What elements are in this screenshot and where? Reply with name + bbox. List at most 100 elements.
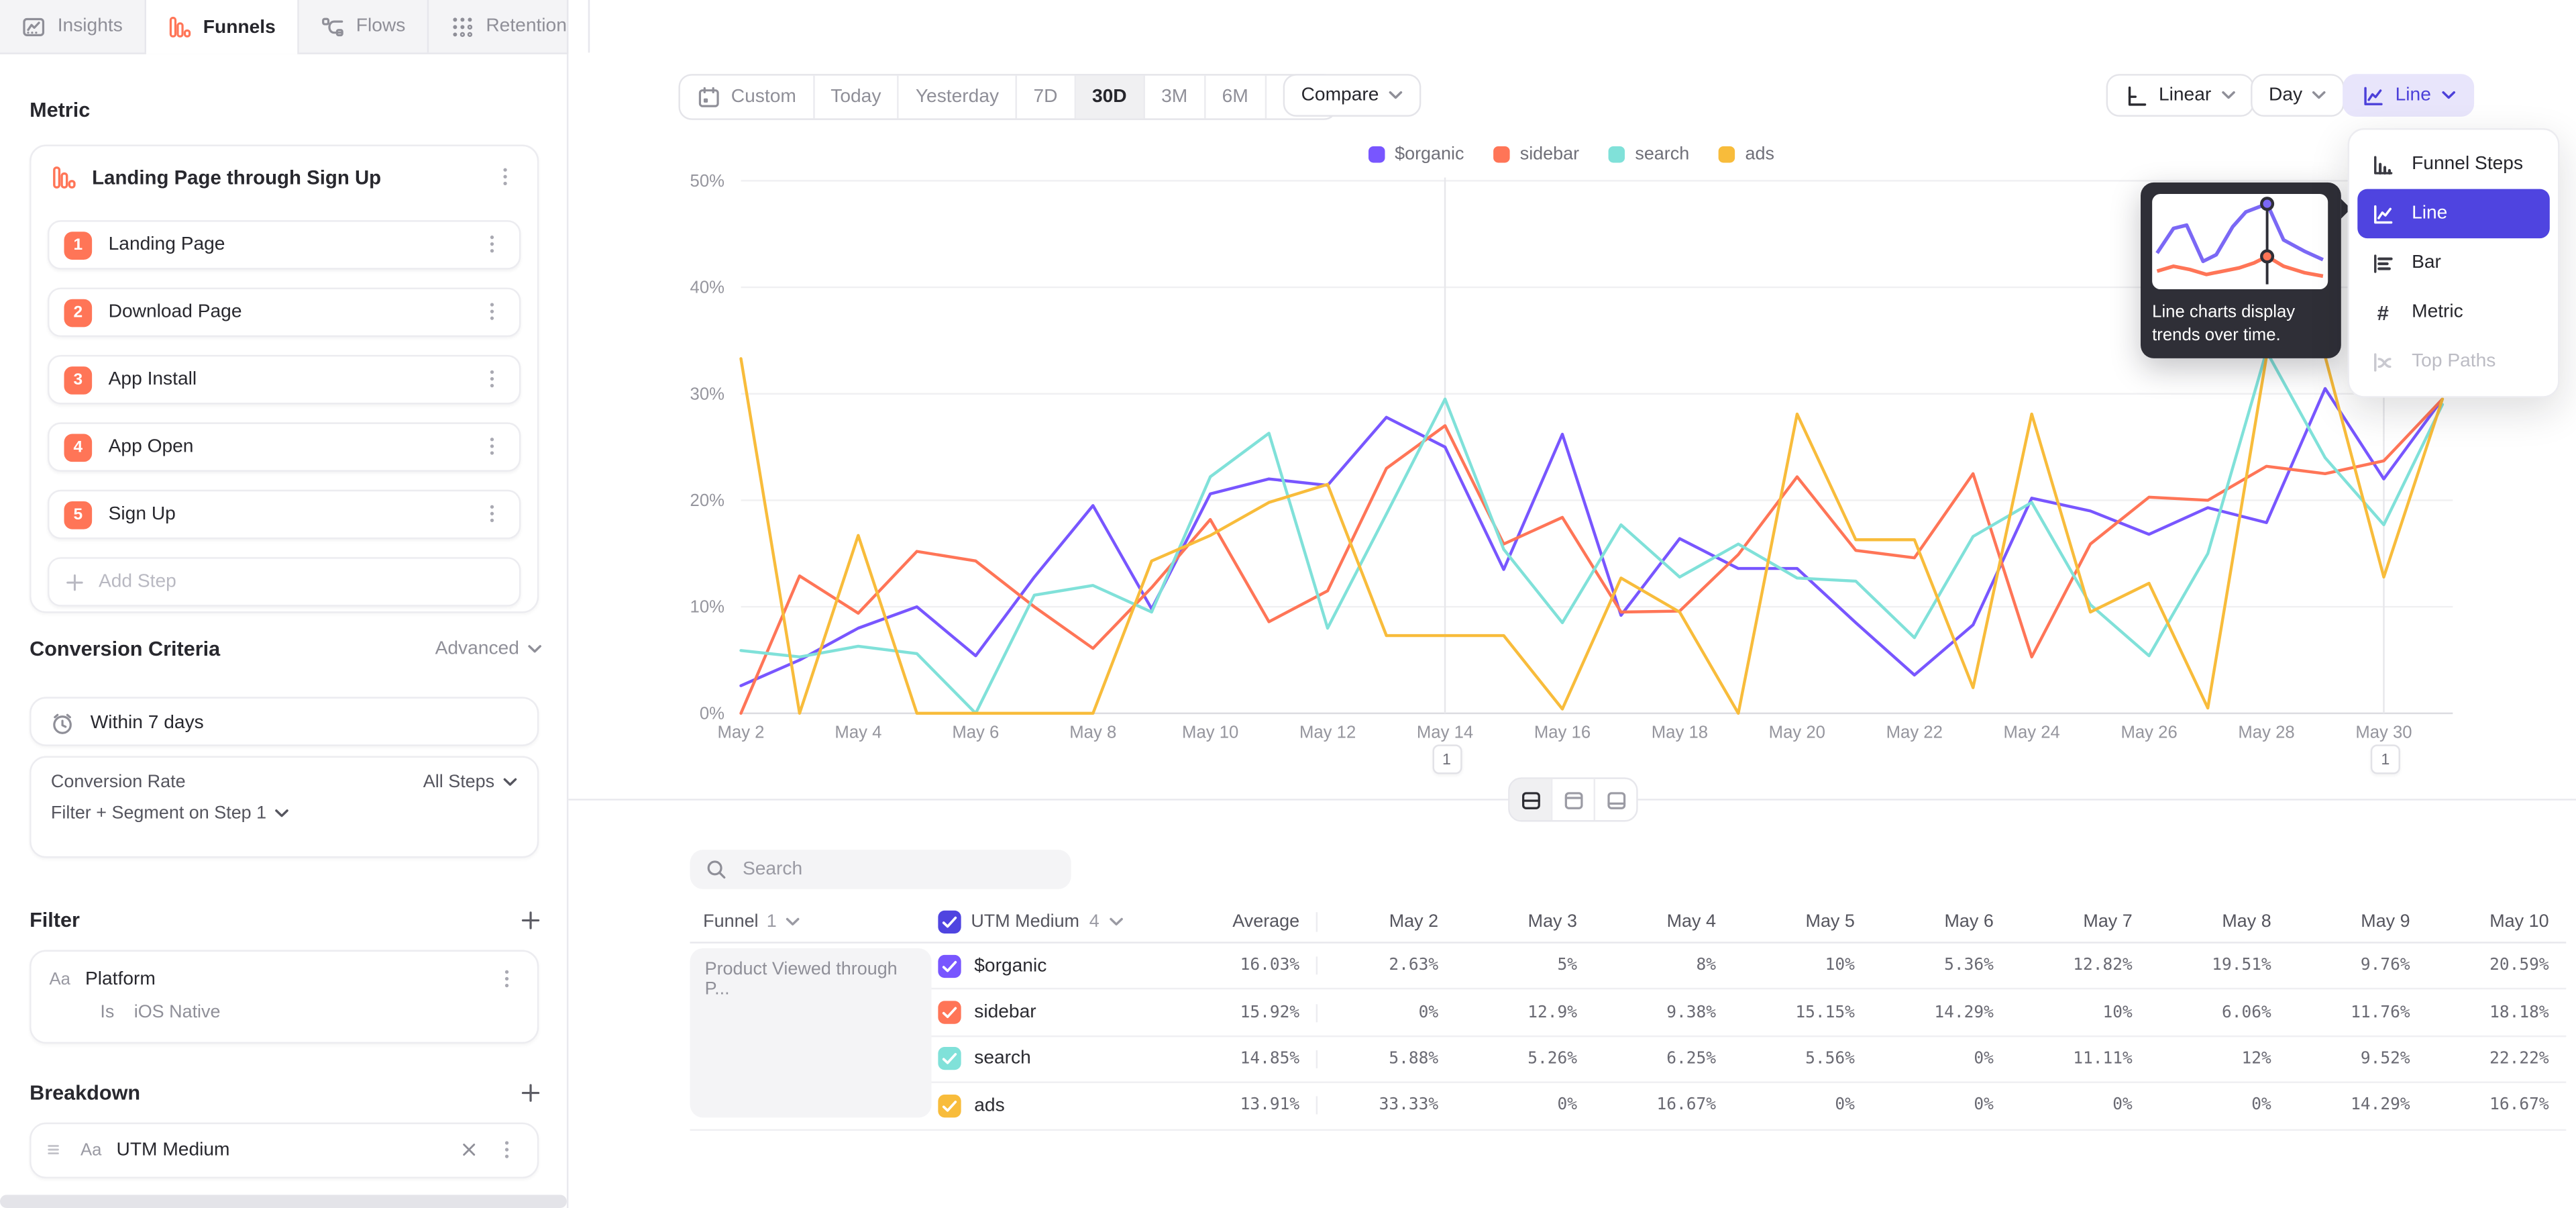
funnel-column-dropdown[interactable]: Funnel1: [690, 912, 938, 932]
advanced-dropdown[interactable]: Advanced: [435, 640, 543, 659]
average-value: 14.85%: [1161, 1050, 1316, 1068]
add-step-button[interactable]: Add Step: [48, 557, 521, 606]
column-may-4[interactable]: May 4: [1594, 912, 1733, 932]
sidebar-scrollbar[interactable]: [0, 1195, 567, 1208]
sidebar: Metric Landing Page through Sign Up 1 La…: [0, 54, 567, 1208]
menu-item-bar[interactable]: Bar: [2349, 238, 2558, 287]
search-input[interactable]: [739, 858, 1057, 880]
table-header: Funnel1 UTM Medium4AverageMay 2May 3May …: [690, 902, 2566, 943]
step-more-icon[interactable]: [480, 499, 504, 529]
svg-text:May 20: May 20: [1769, 723, 1825, 742]
chevron-down-icon: [527, 644, 542, 654]
more-options-icon: [493, 165, 518, 190]
metric-section-label: Metric: [30, 99, 90, 121]
all-steps-dropdown[interactable]: All Steps: [423, 772, 518, 792]
column-may-6[interactable]: May 6: [1871, 912, 2010, 932]
breakdown-card[interactable]: Aa UTM Medium: [30, 1123, 539, 1178]
breakdown-section-label: Breakdown: [30, 1081, 140, 1104]
filter-card[interactable]: Aa Platform Is iOS Native: [30, 950, 539, 1044]
layout-toggle-split-view[interactable]: [1510, 779, 1553, 820]
table-search[interactable]: [690, 850, 1071, 889]
cell-value: 0%: [2149, 1097, 2288, 1115]
svg-text:20%: 20%: [690, 491, 724, 510]
tab-retention[interactable]: Retention: [429, 0, 590, 52]
column-may-7[interactable]: May 7: [2010, 912, 2149, 932]
layout-toggle-chart-only[interactable]: [1552, 779, 1595, 820]
column-may-8[interactable]: May 8: [2149, 912, 2288, 932]
funnel-step-2[interactable]: 2 Download Page: [48, 288, 521, 337]
more-options-icon: [480, 367, 504, 392]
funnel-step-3[interactable]: 3 App Install: [48, 355, 521, 404]
funnel-step-1[interactable]: 1 Landing Page: [48, 220, 521, 269]
step-more-icon[interactable]: [480, 365, 504, 395]
cell-value: 14.29%: [2288, 1097, 2426, 1115]
step-number-badge: 3: [64, 366, 93, 394]
legend-item-organic[interactable]: $organic: [1368, 145, 1464, 164]
add-breakdown-button[interactable]: [519, 1078, 542, 1108]
plus-icon: [64, 571, 86, 593]
legend-item-search[interactable]: search: [1609, 145, 1689, 164]
legend-item-ads[interactable]: ads: [1719, 145, 1774, 164]
legend-item-sidebar[interactable]: sidebar: [1494, 145, 1580, 164]
cell-value: 14.29%: [1871, 1003, 2010, 1021]
column-average[interactable]: Average: [1161, 912, 1316, 932]
cell-value: 15.15%: [1732, 1003, 1871, 1021]
tab-insights[interactable]: Insights: [0, 0, 146, 52]
annotation-badge[interactable]: 1: [2371, 744, 2400, 774]
filter-segment-dropdown[interactable]: Filter + Segment on Step 1: [32, 797, 537, 830]
cell-value: 8%: [1594, 957, 1733, 975]
menu-item-funnel-steps[interactable]: Funnel Steps: [2349, 140, 2558, 189]
svg-text:May 2: May 2: [717, 723, 764, 742]
scale-dropdown[interactable]: Linear: [2106, 74, 2254, 117]
breakdown-more-icon[interactable]: [494, 1136, 519, 1165]
column-may-10[interactable]: May 10: [2426, 912, 2565, 932]
cell-value: 0%: [1871, 1050, 2010, 1068]
step-more-icon[interactable]: [480, 297, 504, 327]
step-more-icon[interactable]: [480, 230, 504, 260]
series-checkbox[interactable]: [938, 954, 961, 977]
menu-item-top-paths[interactable]: Top Paths: [2349, 337, 2558, 386]
funnel-cell[interactable]: Product Viewed through P...: [690, 948, 932, 1117]
breakdown-column-dropdown[interactable]: UTM Medium4: [938, 911, 1161, 934]
interval-dropdown[interactable]: Day: [2251, 74, 2345, 117]
add-filter-button[interactable]: [519, 905, 542, 935]
series-checkbox[interactable]: [938, 1048, 961, 1070]
range-3m[interactable]: 3M: [1145, 76, 1206, 119]
funnel-step-5[interactable]: 5 Sign Up: [48, 490, 521, 539]
range-7d[interactable]: 7D: [1017, 76, 1075, 119]
funnel-metric-card: Landing Page through Sign Up 1 Landing P…: [30, 145, 539, 613]
funnel-metric-icon: [51, 164, 77, 190]
range-30d[interactable]: 30D: [1075, 76, 1144, 119]
cell-value: 9.52%: [2288, 1050, 2426, 1068]
funnels-icon: [167, 15, 192, 40]
tab-flows[interactable]: Flows: [299, 0, 429, 52]
range-custom[interactable]: Custom: [680, 76, 814, 119]
column-may-9[interactable]: May 9: [2288, 912, 2426, 932]
funnel-step-4[interactable]: 4 App Open: [48, 422, 521, 471]
step-more-icon[interactable]: [480, 432, 504, 462]
range-today[interactable]: Today: [814, 76, 900, 119]
chart-type-dropdown[interactable]: Line: [2343, 74, 2473, 117]
layout-toggle-table-only[interactable]: [1595, 779, 1636, 820]
series-checkbox[interactable]: [938, 1095, 961, 1117]
menu-item-metric[interactable]: #Metric: [2349, 288, 2558, 337]
column-may-5[interactable]: May 5: [1732, 912, 1871, 932]
conversion-window-card[interactable]: Within 7 days: [30, 697, 539, 746]
range-yesterday[interactable]: Yesterday: [899, 76, 1017, 119]
column-may-2[interactable]: May 2: [1316, 912, 1455, 932]
cell-value: 5.36%: [1871, 957, 2010, 975]
cell-value: 22.22%: [2426, 1050, 2565, 1068]
funnel-more-icon[interactable]: [493, 162, 518, 192]
series-checkbox[interactable]: [938, 1001, 961, 1024]
menu-item-line[interactable]: Line: [2357, 189, 2550, 238]
filter-more-icon[interactable]: [494, 965, 519, 995]
tab-funnels[interactable]: Funnels: [146, 0, 299, 54]
column-may-3[interactable]: May 3: [1455, 912, 1594, 932]
remove-breakdown-icon[interactable]: [458, 1136, 480, 1165]
range-6m[interactable]: 6M: [1205, 76, 1267, 119]
compare-button[interactable]: Compare: [1283, 74, 1421, 117]
retention-icon: [449, 14, 474, 39]
select-all-checkbox[interactable]: [938, 911, 961, 934]
drag-handle-icon[interactable]: [41, 1136, 66, 1165]
annotation-badge[interactable]: 1: [1432, 744, 1461, 774]
